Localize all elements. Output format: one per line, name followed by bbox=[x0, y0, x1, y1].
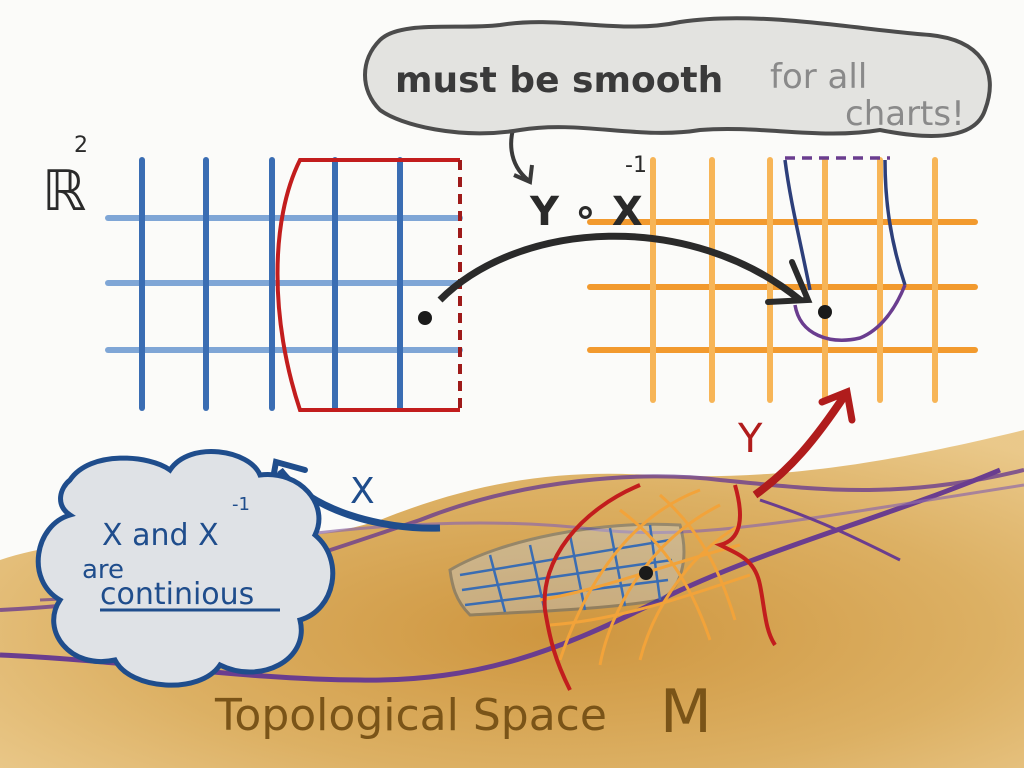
transition-map-label: Y ∘ X bbox=[529, 189, 643, 235]
transition-map-exponent: -1 bbox=[625, 153, 647, 178]
right-point bbox=[818, 305, 832, 319]
left-point bbox=[418, 311, 432, 325]
chart-y-label: Y bbox=[737, 416, 763, 462]
left-plane-label: ℝ bbox=[42, 159, 86, 224]
chart-x-label: X bbox=[350, 471, 375, 512]
smooth-text-part1: must be smooth bbox=[395, 60, 723, 101]
manifold-point bbox=[639, 566, 653, 580]
chart-y-image-region bbox=[785, 158, 905, 340]
right-plane-grid bbox=[590, 160, 975, 400]
continuity-line1: X and X bbox=[102, 518, 219, 553]
transition-arrow bbox=[440, 236, 800, 300]
manifold-symbol: M bbox=[660, 677, 712, 747]
manifold-caption: Topological Space bbox=[214, 690, 607, 741]
continuity-line3: continious bbox=[100, 577, 254, 612]
smooth-text-part3: charts! bbox=[845, 94, 965, 134]
left-plane-exponent: 2 bbox=[74, 133, 88, 158]
left-plane-grid bbox=[108, 160, 460, 408]
smooth-text-part2: for all bbox=[770, 57, 867, 97]
continuity-line1-exponent: -1 bbox=[232, 494, 250, 515]
